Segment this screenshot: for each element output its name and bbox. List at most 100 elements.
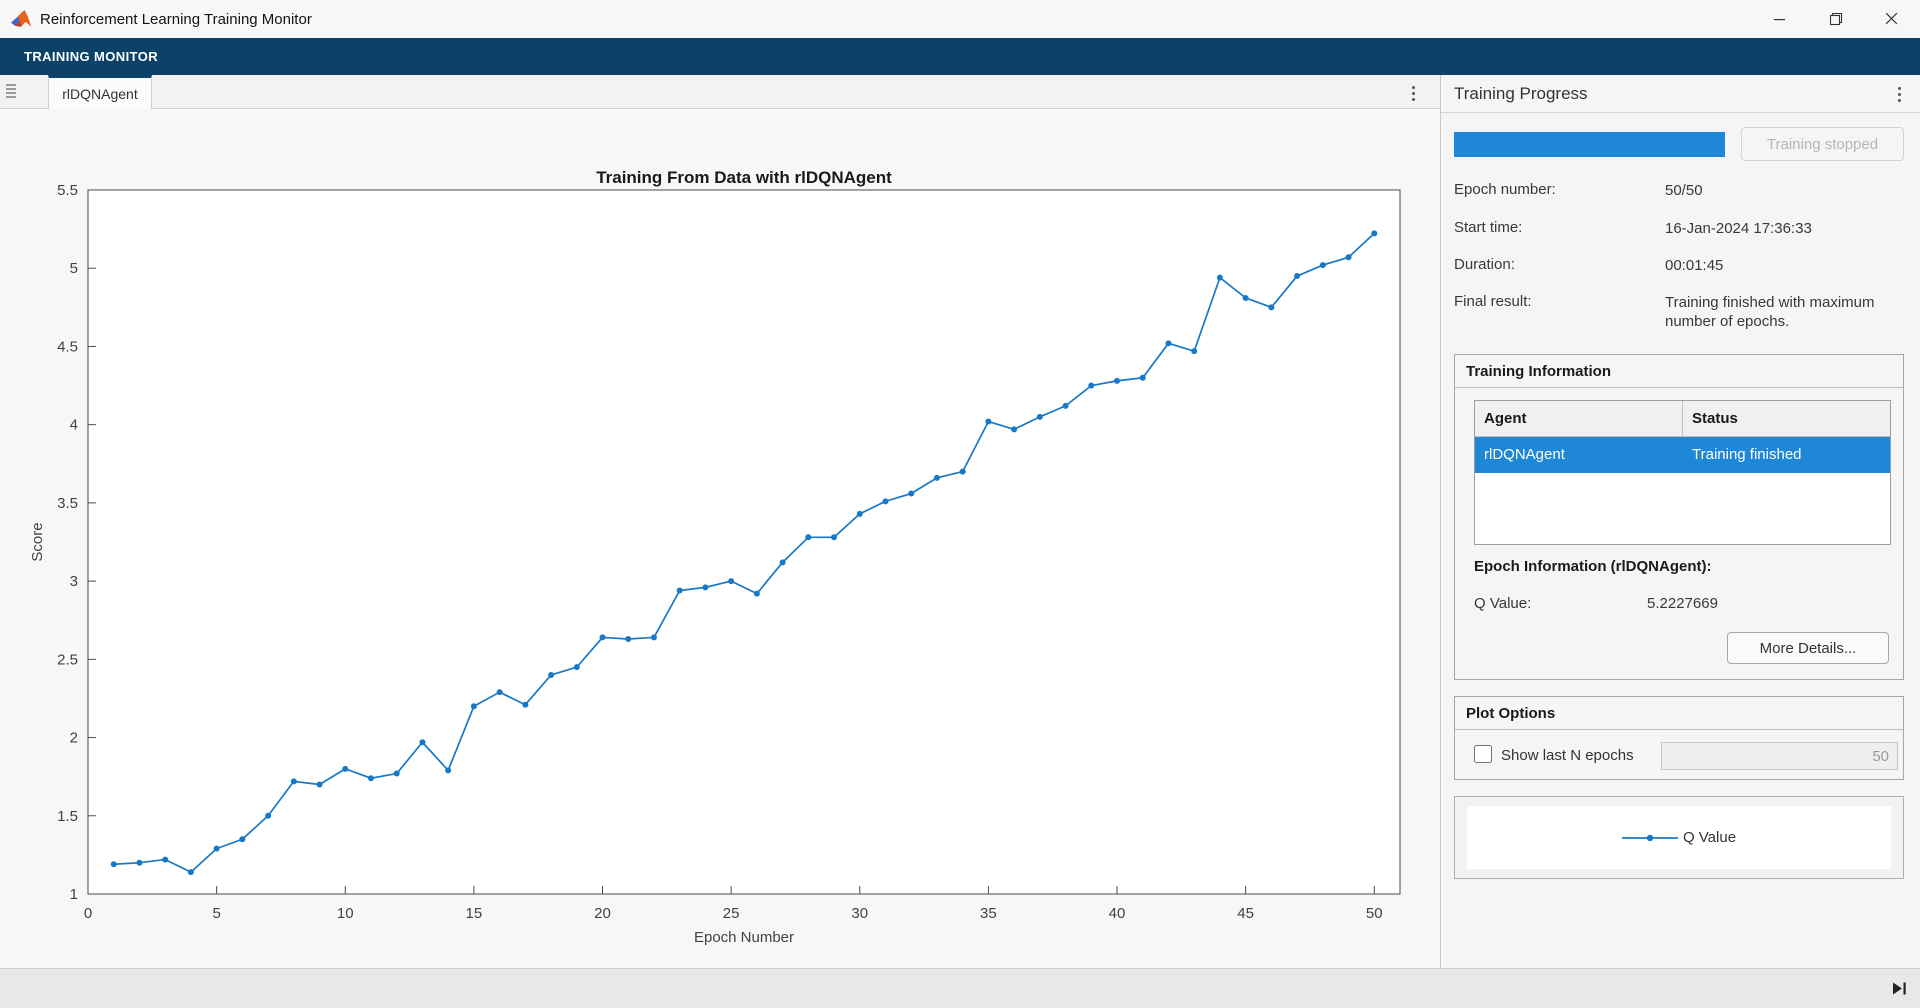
legend-series-label: Q Value xyxy=(1682,829,1737,846)
table-header-row: Agent Status xyxy=(1475,401,1890,437)
data-point xyxy=(522,701,529,708)
legend-line-icon xyxy=(1621,834,1678,841)
data-point xyxy=(496,689,503,696)
document-tab-bar: rlDQNAgent xyxy=(0,75,1440,109)
y-tick-label: 2 xyxy=(70,730,78,747)
q-value-label: Q Value: xyxy=(1474,595,1532,612)
matlab-logo-icon xyxy=(10,10,32,27)
data-point xyxy=(342,765,349,772)
data-point xyxy=(1036,413,1043,420)
data-point xyxy=(1139,374,1146,381)
data-point xyxy=(1268,304,1275,311)
title-bar: Reinforcement Learning Training Monitor xyxy=(0,0,1920,38)
y-tick-label: 1.5 xyxy=(57,808,78,825)
data-point xyxy=(702,584,709,591)
data-point xyxy=(110,861,117,868)
data-point xyxy=(650,634,657,641)
start-time-label: Start time: xyxy=(1454,219,1523,236)
data-point xyxy=(1011,426,1018,433)
data-point xyxy=(599,634,606,641)
tab-rldqnagent[interactable]: rlDQNAgent xyxy=(48,75,152,109)
start-time-value: 16-Jan-2024 17:36:33 xyxy=(1665,220,1812,237)
y-axis-label: Score xyxy=(29,522,46,561)
x-axis-label: Epoch Number xyxy=(694,929,794,946)
show-last-n-epochs-checkbox[interactable] xyxy=(1474,745,1492,763)
x-tick-label: 40 xyxy=(1109,905,1126,922)
q-value: 5.2227669 xyxy=(1647,595,1718,612)
data-point xyxy=(1165,340,1172,347)
minimize-button[interactable] xyxy=(1752,0,1808,38)
data-point xyxy=(213,845,220,852)
training-information-title: Training Information xyxy=(1455,355,1903,388)
data-point xyxy=(856,510,863,517)
data-point xyxy=(445,767,452,774)
x-tick-label: 5 xyxy=(212,905,220,922)
x-tick-label: 15 xyxy=(466,905,483,922)
data-point xyxy=(265,812,272,819)
x-tick-label: 0 xyxy=(84,905,92,922)
data-point xyxy=(882,498,889,505)
data-point xyxy=(676,587,683,594)
y-tick-label: 4 xyxy=(70,417,78,434)
data-point xyxy=(985,418,992,425)
data-point xyxy=(1242,294,1249,301)
panel-menu-icon[interactable] xyxy=(1888,83,1910,105)
data-point xyxy=(367,775,374,782)
toolstrip-ribbon: TRAINING MONITOR xyxy=(0,38,1920,75)
tabbar-menu-icon[interactable] xyxy=(1402,82,1424,104)
y-tick-label: 2.5 xyxy=(57,651,78,668)
data-point xyxy=(573,664,580,671)
table-row[interactable]: rlDQNAgent Training finished xyxy=(1475,437,1890,473)
final-result-value: Training finished with maximum number of… xyxy=(1665,294,1875,330)
legend-box: Q Value xyxy=(1454,796,1904,879)
data-point xyxy=(290,778,297,785)
data-point xyxy=(1191,348,1198,355)
y-tick-label: 5 xyxy=(70,260,78,277)
skip-to-end-icon[interactable] xyxy=(1893,982,1907,995)
more-details-button[interactable]: More Details... xyxy=(1727,632,1889,664)
status-bar xyxy=(0,968,1920,1008)
data-point xyxy=(393,770,400,777)
show-last-n-epochs-label: Show last N epochs xyxy=(1501,747,1634,764)
data-point xyxy=(239,836,246,843)
plot-options-title: Plot Options xyxy=(1455,697,1903,730)
training-stopped-button[interactable]: Training stopped xyxy=(1741,127,1904,161)
agent-cell: rlDQNAgent xyxy=(1484,446,1565,463)
agent-column-header: Agent xyxy=(1475,401,1683,436)
data-point xyxy=(1088,382,1095,389)
data-point xyxy=(1062,402,1069,409)
n-epochs-input[interactable] xyxy=(1661,742,1898,770)
close-button[interactable] xyxy=(1864,0,1920,38)
tab-label: rlDQNAgent xyxy=(62,85,138,102)
data-point xyxy=(1345,254,1352,261)
training-information-group: Training Information Agent Status rlDQNA… xyxy=(1454,354,1904,680)
epoch-information-title: Epoch Information (rlDQNAgent): xyxy=(1474,558,1712,575)
x-tick-label: 25 xyxy=(723,905,740,922)
window-title: Reinforcement Learning Training Monitor xyxy=(40,10,312,28)
training-progress-panel: Training Progress Training stopped Epoch… xyxy=(1441,75,1920,968)
x-tick-label: 50 xyxy=(1366,905,1383,922)
panel-title: Training Progress xyxy=(1454,83,1588,103)
epoch-number-label: Epoch number: xyxy=(1454,181,1556,198)
plot-area xyxy=(87,189,1401,895)
data-point xyxy=(908,490,915,497)
data-point xyxy=(959,468,966,475)
restore-button[interactable] xyxy=(1808,0,1864,38)
status-cell: Training finished xyxy=(1692,446,1802,463)
panel-header: Training Progress xyxy=(1441,75,1920,113)
figure-document: 1 1.5 2 2.5 3 3.5 4 4.5 5 5.5 0 5 10 15 20 25 30 35 40 45 50… xyxy=(0,109,1440,968)
status-column-header: Status xyxy=(1692,410,1738,427)
data-point xyxy=(419,739,426,746)
y-tick-label: 3 xyxy=(70,573,78,590)
data-point xyxy=(1216,274,1223,281)
data-point xyxy=(187,869,194,876)
data-point xyxy=(1319,262,1326,269)
data-point xyxy=(162,856,169,863)
tabbar-grip-icon[interactable] xyxy=(6,84,16,100)
panel-divider xyxy=(1440,75,1441,968)
data-point xyxy=(1371,230,1378,237)
data-point xyxy=(136,859,143,866)
data-point xyxy=(470,703,477,710)
y-tick-label: 4.5 xyxy=(57,338,78,355)
